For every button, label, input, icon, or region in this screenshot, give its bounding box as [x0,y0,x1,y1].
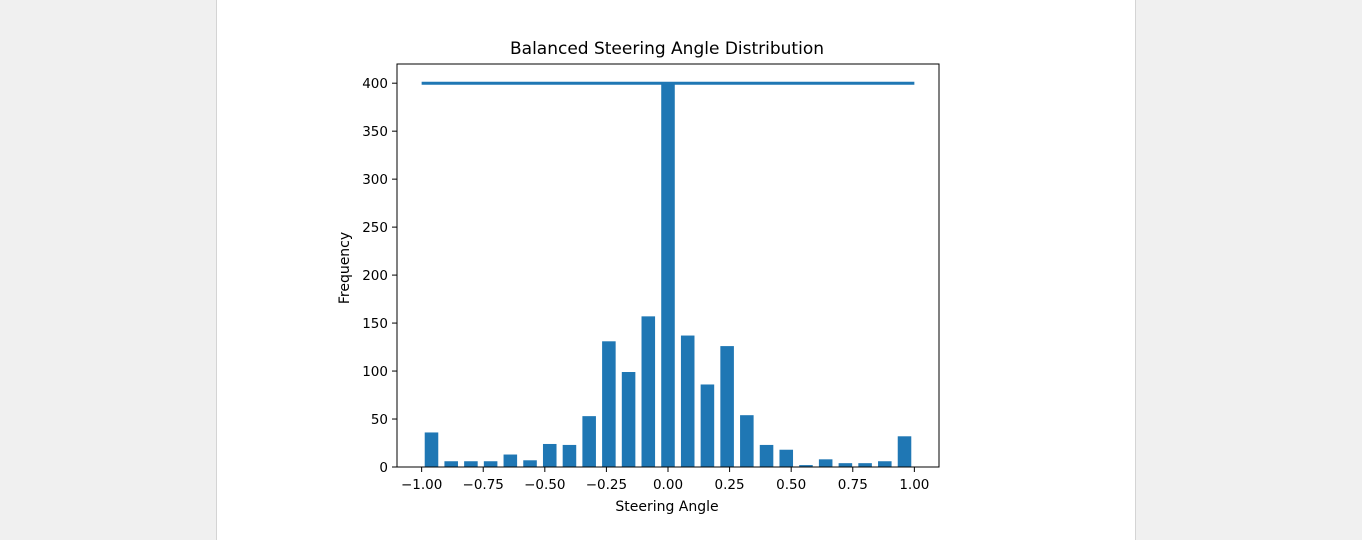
bar [858,463,872,467]
bar-series [424,83,912,467]
y-tick-label: 400 [362,76,388,92]
bar [720,346,734,467]
x-tick-label: −1.00 [401,477,442,493]
bar [838,463,853,467]
y-tick-label: 150 [362,316,388,332]
bar [483,461,498,467]
y-axis-ticks: 0 50 100 150 200 250 300 350 400 [362,76,397,476]
bar [680,335,695,467]
bar [878,461,892,467]
y-axis-label: Frequency [337,232,353,304]
chart-title: Balanced Steering Angle Distribution [510,39,824,59]
y-tick-label: 250 [362,220,388,236]
bar [464,461,478,467]
x-tick-label: −0.25 [586,477,627,493]
x-tick-label: 0.50 [776,477,806,493]
bar [818,459,833,467]
y-tick-label: 0 [379,460,388,476]
steering-angle-histogram: Balanced Steering Angle Distribution −1.… [337,39,940,515]
bar [661,83,675,467]
y-tick-label: 100 [362,364,388,380]
x-axis-ticks: −1.00 −0.75 −0.50 −0.25 0.00 0.25 0.50 0.75 1.00 [401,467,929,493]
x-axis-label: Steering Angle [615,499,718,515]
notebook-output-panel: Balanced Steering Angle Distribution −1.… [216,0,1136,540]
x-tick-label: 0.25 [715,477,745,493]
bar [740,415,754,467]
bar [621,372,636,467]
bar [897,436,912,467]
y-tick-label: 50 [371,412,388,428]
bar [444,461,458,467]
bar [424,432,439,467]
y-tick-label: 350 [362,124,388,140]
bar [799,465,813,467]
bar [542,443,557,467]
bar [779,449,794,467]
x-tick-label: 1.00 [899,477,929,493]
bar [759,444,774,467]
bar [562,444,577,467]
x-tick-label: 0.00 [653,477,683,493]
bar [700,384,715,467]
bar [582,416,596,467]
bar [602,341,616,467]
x-tick-label: −0.50 [524,477,565,493]
bar [503,454,518,467]
bar [641,316,656,467]
x-tick-label: −0.75 [463,477,504,493]
x-tick-label: 0.75 [838,477,868,493]
y-tick-label: 300 [362,172,388,188]
bar [523,460,537,467]
y-tick-label: 200 [362,268,388,284]
